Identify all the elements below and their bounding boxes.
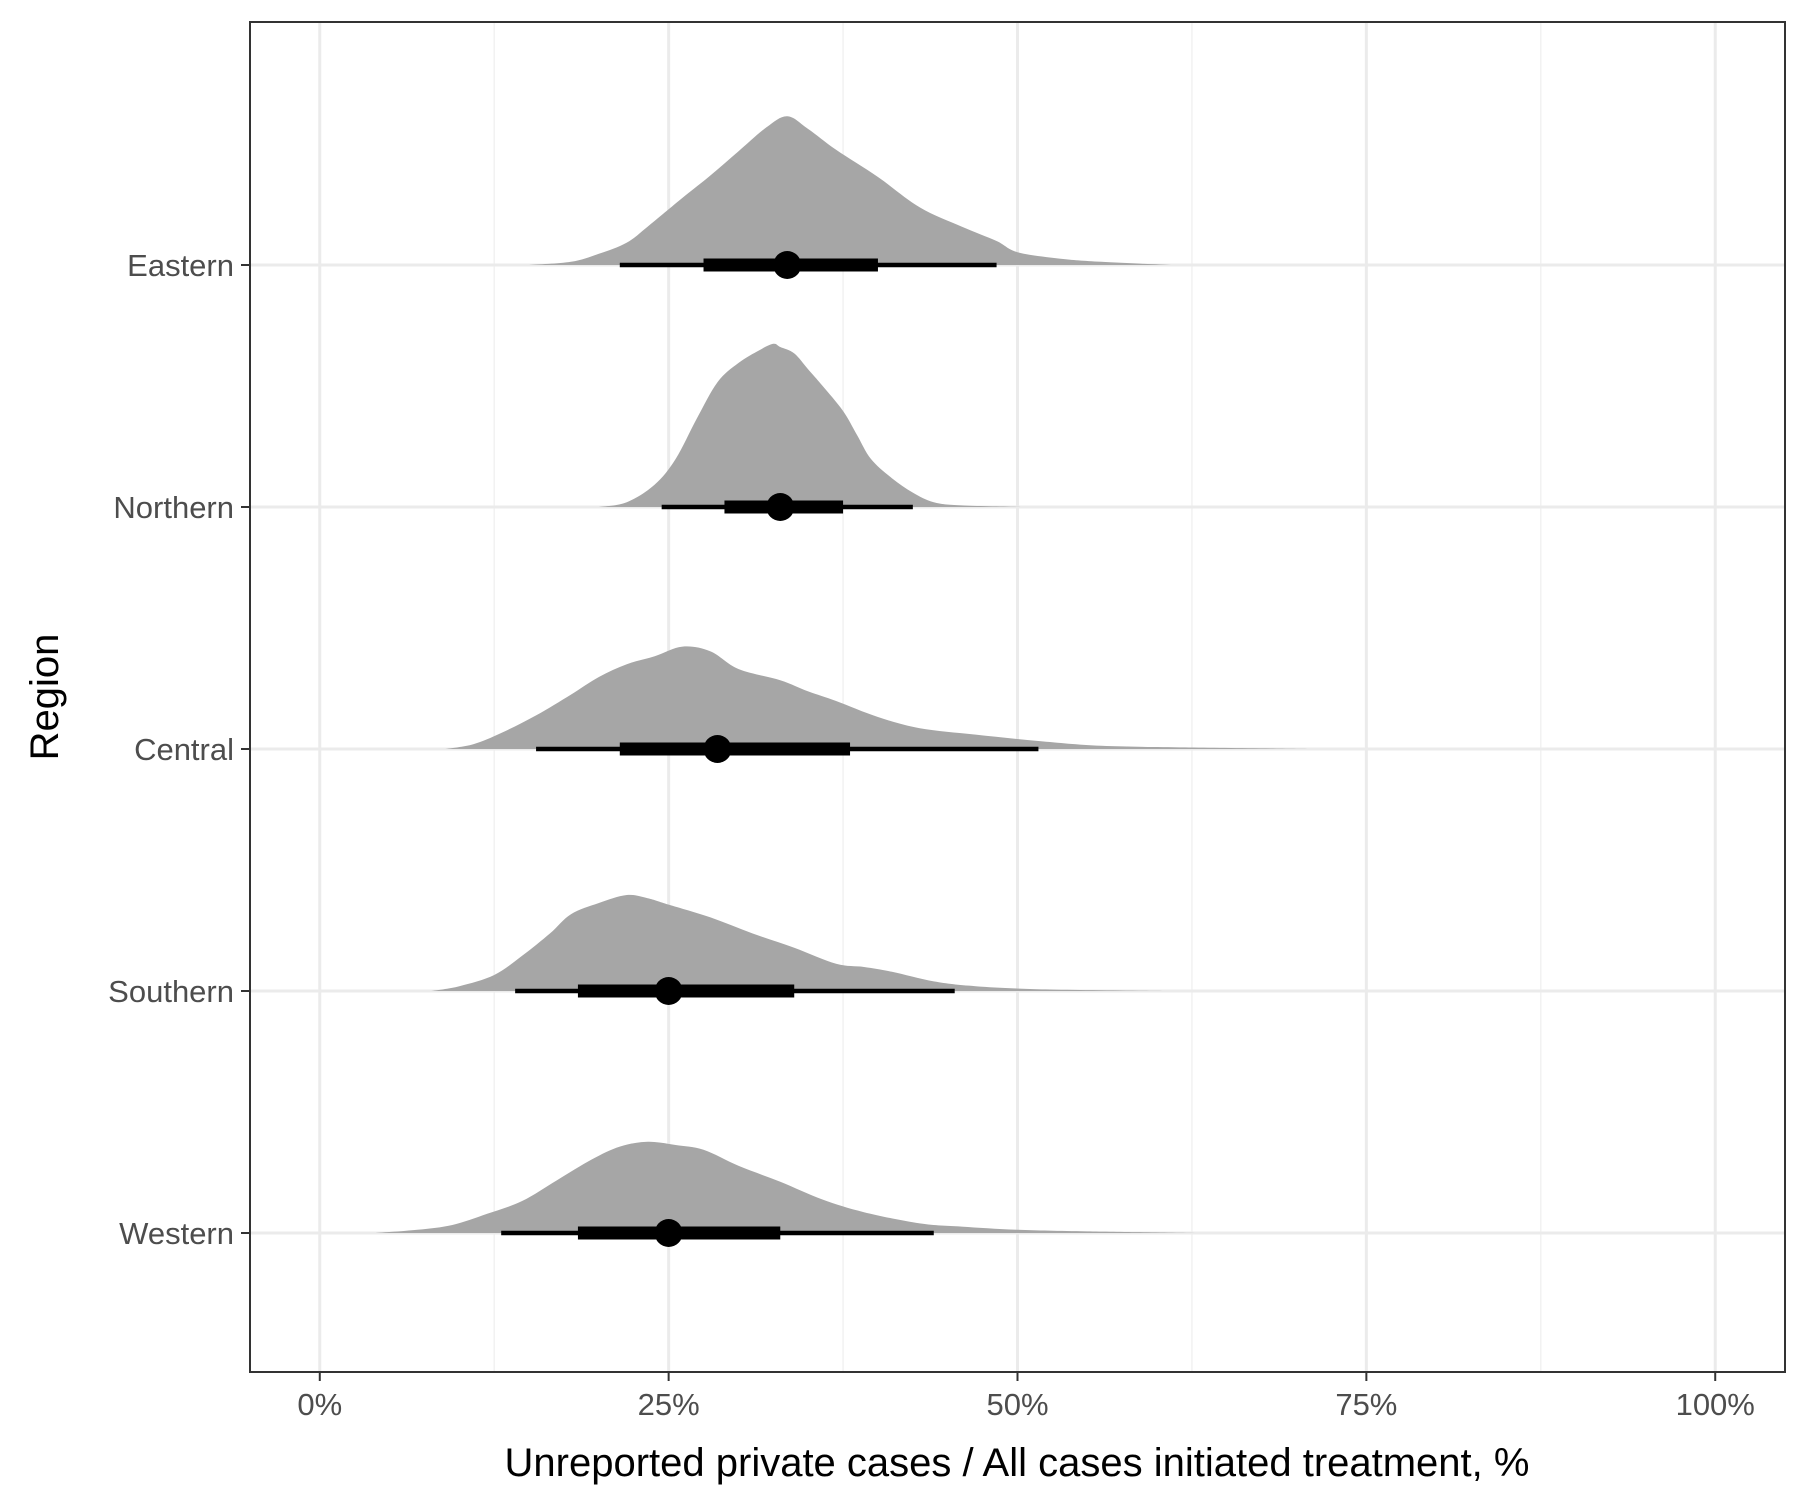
- density-northern: [598, 343, 1025, 507]
- density-curves: [375, 116, 1311, 1233]
- y-tick-label-central: Central: [134, 732, 234, 767]
- y-tick-label-eastern: Eastern: [127, 248, 234, 283]
- y-axis: Eastern Northern Central Southern Western: [108, 248, 250, 1251]
- y-tick-label-western: Western: [119, 1216, 234, 1251]
- median-point-western: [654, 1219, 683, 1247]
- x-axis: 0% 25% 50% 75% 100%: [297, 1372, 1755, 1422]
- y-tick-label-northern: Northern: [113, 490, 234, 525]
- interval-bars: [501, 251, 1039, 1247]
- median-point-central: [703, 735, 732, 763]
- median-point-northern: [766, 493, 795, 521]
- x-tick-label: 25%: [638, 1387, 700, 1422]
- density-southern: [431, 894, 1165, 991]
- density-central: [445, 646, 1311, 749]
- x-tick-label: 50%: [986, 1387, 1048, 1422]
- y-axis-title: Region: [23, 634, 67, 761]
- median-point-eastern: [773, 251, 802, 279]
- median-point-southern: [654, 977, 683, 1005]
- y-tick-label-southern: Southern: [108, 974, 234, 1009]
- x-tick-label: 100%: [1676, 1387, 1755, 1422]
- density-western: [375, 1141, 1199, 1233]
- x-axis-title: Unreported private cases / All cases ini…: [505, 1441, 1530, 1485]
- x-tick-label: 75%: [1335, 1387, 1397, 1422]
- density-eastern: [529, 116, 1171, 265]
- x-tick-label: 0%: [297, 1387, 342, 1422]
